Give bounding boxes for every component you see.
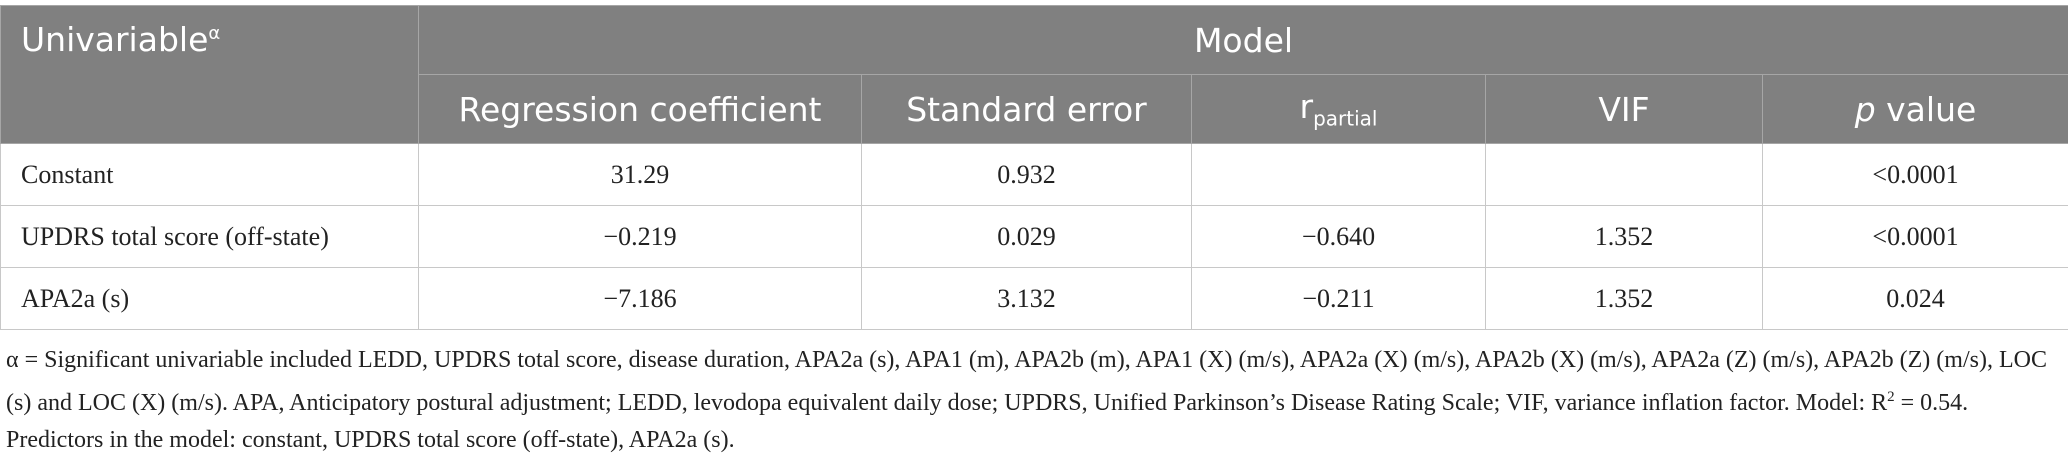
cell: 1.352 [1486, 206, 1763, 268]
column-sub: partial [1313, 107, 1377, 131]
column-text: Standard error [906, 90, 1147, 129]
row-label: Constant [1, 144, 419, 206]
page: Univariableα Model Regression coefficien… [0, 5, 2068, 459]
cell: −0.640 [1192, 206, 1486, 268]
column-italic: p [1855, 90, 1876, 129]
row-label: UPDRS total score (off-state) [1, 206, 419, 268]
column-header: p value [1763, 75, 2068, 144]
cell: −0.219 [419, 206, 862, 268]
cell: −7.186 [419, 268, 862, 330]
cell: <0.0001 [1763, 206, 2068, 268]
footnote: α = Significant univariable included LED… [0, 330, 2068, 459]
column-text: value [1876, 90, 1977, 129]
data-table: Univariableα Model Regression coefficien… [0, 5, 2068, 330]
cell [1486, 144, 1763, 206]
column-header: rpartial [1192, 75, 1486, 144]
cell: 3.132 [862, 268, 1192, 330]
group-header: Model [419, 6, 2068, 75]
header-title: Univariableα [1, 6, 419, 144]
cell: −0.211 [1192, 268, 1486, 330]
cell: 0.024 [1763, 268, 2068, 330]
title-text: Univariable [21, 20, 208, 59]
column-text: VIF [1598, 90, 1649, 129]
foot-marker: α [6, 347, 19, 373]
cell: 1.352 [1486, 268, 1763, 330]
cell: 31.29 [419, 144, 862, 206]
title-sup: α [208, 23, 220, 44]
column-header: VIF [1486, 75, 1763, 144]
cell [1192, 144, 1486, 206]
column-header: Regression coefficient [419, 75, 862, 144]
foot-text: = Significant univariable included LEDD,… [6, 347, 2047, 416]
cell: 0.932 [862, 144, 1192, 206]
column-header: Standard error [862, 75, 1192, 144]
row-label: APA2a (s) [1, 268, 419, 330]
cell: 0.029 [862, 206, 1192, 268]
column-text: r [1300, 87, 1314, 126]
foot-sup: 2 [1887, 389, 1895, 405]
cell: <0.0001 [1763, 144, 2068, 206]
column-text: Regression coefficient [459, 90, 822, 129]
